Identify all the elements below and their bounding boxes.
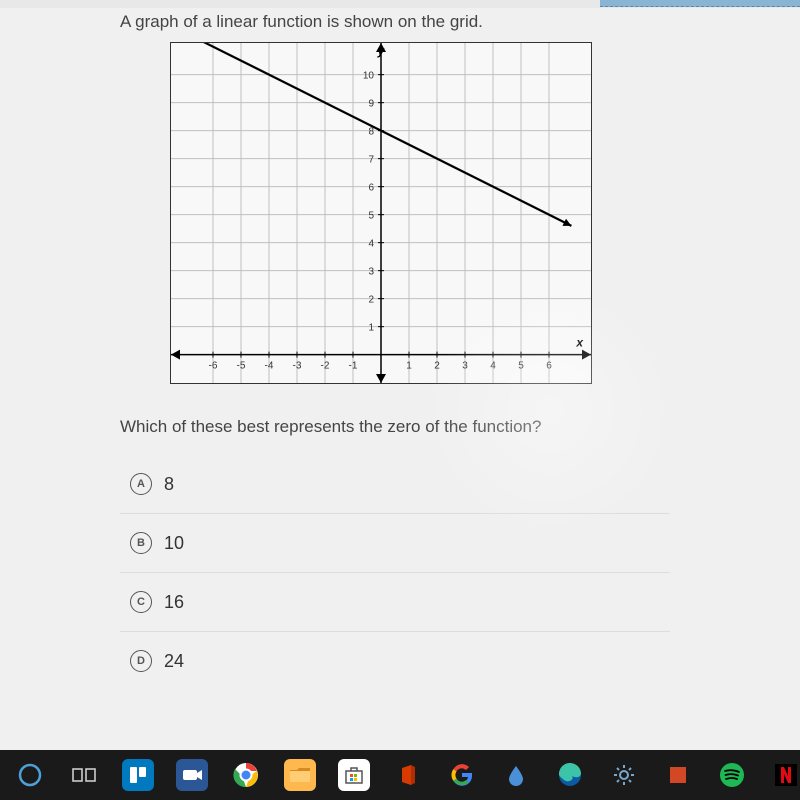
answer-letter: C [130, 591, 152, 613]
svg-text:-4: -4 [265, 361, 274, 372]
svg-text:5: 5 [368, 211, 374, 222]
svg-text:-6: -6 [209, 361, 218, 372]
answer-label: 8 [164, 474, 174, 495]
window-top-edge [0, 0, 800, 8]
task-view-icon[interactable] [68, 759, 100, 791]
answer-label: 24 [164, 651, 184, 672]
quiz-content: A graph of a linear function is shown on… [0, 8, 800, 750]
answer-option-c[interactable]: C 16 [120, 573, 670, 632]
powerpoint-icon[interactable] [662, 759, 694, 791]
svg-text:1: 1 [368, 323, 374, 334]
edge-icon[interactable] [554, 759, 586, 791]
question-prompt: A graph of a linear function is shown on… [120, 12, 770, 32]
answer-letter: A [130, 473, 152, 495]
svg-text:-5: -5 [237, 361, 246, 372]
camera-icon[interactable] [176, 759, 208, 791]
answer-letter: D [130, 650, 152, 672]
store-icon[interactable] [338, 759, 370, 791]
answer-option-a[interactable]: A8 [120, 455, 670, 514]
svg-text:3: 3 [462, 361, 468, 372]
svg-text:2: 2 [368, 295, 374, 306]
svg-text:4: 4 [368, 239, 374, 250]
svg-text:3: 3 [368, 267, 374, 278]
svg-text:6: 6 [546, 361, 552, 372]
svg-text:-2: -2 [321, 361, 330, 372]
answer-letter: B [130, 532, 152, 554]
graph-container: -6 -5 -4 -3 -2 -1 1 2 3 4 5 6 1 2 3 4 5 6 7 8 9 10 x y [170, 42, 592, 384]
answer-option-d[interactable]: D 24 [120, 632, 670, 690]
answer-list: A8 B 10 C 16 D 24 [120, 455, 770, 690]
chrome-icon[interactable] [230, 759, 262, 791]
files-icon[interactable] [284, 759, 316, 791]
drop-icon[interactable] [500, 759, 532, 791]
google-icon[interactable] [446, 759, 478, 791]
svg-text:1: 1 [406, 361, 412, 372]
svg-text:-3: -3 [293, 361, 302, 372]
netflix-icon[interactable] [770, 759, 800, 791]
svg-text:2: 2 [434, 361, 440, 372]
settings-icon[interactable] [608, 759, 640, 791]
spotify-icon[interactable] [716, 759, 748, 791]
answer-option-b[interactable]: B 10 [120, 514, 670, 573]
question-sub: Which of these best represents the zero … [120, 417, 770, 437]
svg-text:6: 6 [368, 183, 374, 194]
windows-taskbar [0, 750, 800, 800]
svg-text:5: 5 [518, 361, 524, 372]
svg-text:x: x [575, 336, 584, 350]
svg-text:8: 8 [368, 127, 374, 138]
svg-text:9: 9 [368, 99, 374, 110]
svg-text:-1: -1 [349, 361, 358, 372]
svg-text:y: y [377, 44, 386, 58]
trello-icon[interactable] [122, 759, 154, 791]
linear-function-graph: -6 -5 -4 -3 -2 -1 1 2 3 4 5 6 1 2 3 4 5 6 7 8 9 10 x y [171, 43, 591, 383]
svg-text:10: 10 [363, 71, 375, 82]
cortana-icon[interactable] [14, 759, 46, 791]
office-icon[interactable] [392, 759, 424, 791]
svg-text:7: 7 [368, 155, 374, 166]
answer-label: 10 [164, 533, 184, 554]
answer-label: 16 [164, 592, 184, 613]
svg-text:4: 4 [490, 361, 496, 372]
